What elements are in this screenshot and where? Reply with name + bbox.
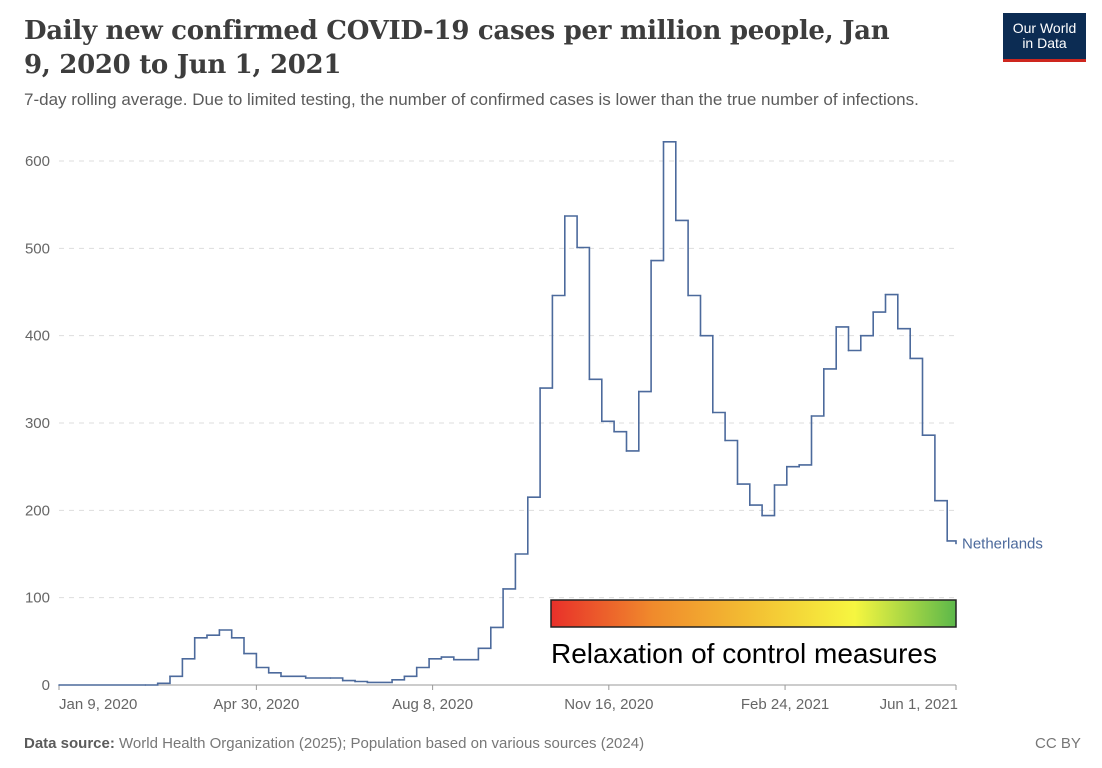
y-tick-label: 600 [25, 153, 50, 170]
data-point [502, 588, 504, 590]
x-tick-label: Nov 16, 2020 [564, 696, 653, 713]
data-point [625, 450, 628, 452]
data-point [440, 656, 443, 658]
data-point [428, 658, 430, 660]
data-point [255, 666, 258, 669]
data-point [847, 349, 850, 352]
data-point [341, 679, 344, 682]
data-point [897, 327, 899, 330]
data-point [539, 387, 541, 389]
data-point [144, 684, 147, 686]
data-point [415, 666, 418, 669]
data-point [206, 634, 208, 637]
data-point [712, 411, 714, 414]
data-point [650, 259, 652, 262]
chart-subtitle: 7-day rolling average. Due to limited te… [24, 90, 919, 109]
footer-source: Data source: World Health Organization (… [24, 735, 644, 752]
y-tick-label: 200 [25, 502, 50, 519]
owid-logo[interactable]: Our World in Data [1003, 13, 1086, 62]
data-point [736, 483, 739, 485]
x-tick-label: Jun 1, 2021 [880, 696, 958, 713]
data-point [58, 684, 60, 686]
x-tick-label: Feb 24, 2021 [741, 696, 829, 713]
data-point [946, 540, 948, 542]
data-point [243, 652, 245, 655]
data-point [304, 677, 307, 679]
data-point [884, 293, 887, 296]
chart-title: Daily new confirmed COVID-19 cases per m… [24, 16, 890, 80]
data-point [329, 677, 332, 679]
series-label: Netherlands [962, 536, 1043, 553]
data-point [526, 496, 529, 499]
data-point [749, 504, 751, 506]
y-axis-ticks: 0 100 200 300 400 500 600 [25, 153, 50, 694]
x-tick-label: Aug 8, 2020 [392, 696, 473, 713]
data-point [909, 357, 911, 360]
data-point [403, 675, 406, 678]
data-point [576, 246, 578, 249]
x-tick-label: Apr 30, 2020 [213, 696, 299, 713]
data-point [724, 439, 726, 442]
license-link[interactable]: CC BY [1035, 735, 1081, 752]
y-tick-label: 500 [25, 240, 50, 257]
data-point [181, 658, 184, 660]
data-point [613, 430, 615, 433]
data-point [955, 542, 957, 545]
y-tick-label: 400 [25, 328, 50, 345]
data-point [872, 311, 874, 313]
data-point [391, 678, 393, 681]
data-point [674, 219, 677, 222]
data-point [860, 334, 862, 337]
data-point [563, 215, 566, 217]
data-point [588, 378, 591, 381]
y-tick-label: 300 [25, 415, 50, 432]
data-point [280, 675, 282, 678]
data-point [354, 680, 356, 683]
data-point [230, 637, 233, 639]
relaxation-label: Relaxation of control measures [551, 638, 937, 669]
data-point [193, 637, 196, 639]
data-point [934, 499, 936, 502]
data-point [156, 682, 159, 685]
data-point [687, 294, 689, 297]
data-point [477, 647, 480, 650]
data-point [514, 553, 517, 555]
data-point [921, 434, 924, 437]
logo-line-1: Our World [1012, 20, 1077, 36]
data-point [773, 484, 776, 486]
data-point [699, 334, 702, 337]
data-point [600, 420, 603, 423]
x-tick-label: Jan 9, 2020 [59, 696, 137, 713]
data-point [798, 464, 800, 466]
data-point [761, 514, 763, 517]
data-point [823, 368, 825, 370]
source-text: World Health Organization (2025); Popula… [114, 735, 645, 752]
data-point [366, 681, 369, 684]
data-point [810, 415, 813, 417]
relaxation-gradient-bar [550, 599, 957, 628]
logo-line-2: in Data [1022, 35, 1067, 51]
x-axis: Jan 9, 2020 Apr 30, 2020 Aug 8, 2020 Nov 16… [58, 684, 958, 713]
y-tick-label: 0 [42, 677, 50, 694]
data-point [489, 626, 492, 629]
data-point [218, 629, 221, 631]
data-point [835, 326, 837, 328]
series-layer: Netherlands [58, 140, 1043, 686]
y-tick-label: 100 [25, 590, 50, 607]
data-point [169, 675, 171, 678]
data-point [662, 140, 665, 143]
data-point [551, 294, 554, 297]
data-point [786, 465, 788, 468]
data-point [452, 658, 455, 661]
data-point [637, 390, 640, 393]
data-point [267, 671, 270, 674]
grid-lines [59, 160, 956, 599]
source-label: Data source: [24, 735, 115, 752]
